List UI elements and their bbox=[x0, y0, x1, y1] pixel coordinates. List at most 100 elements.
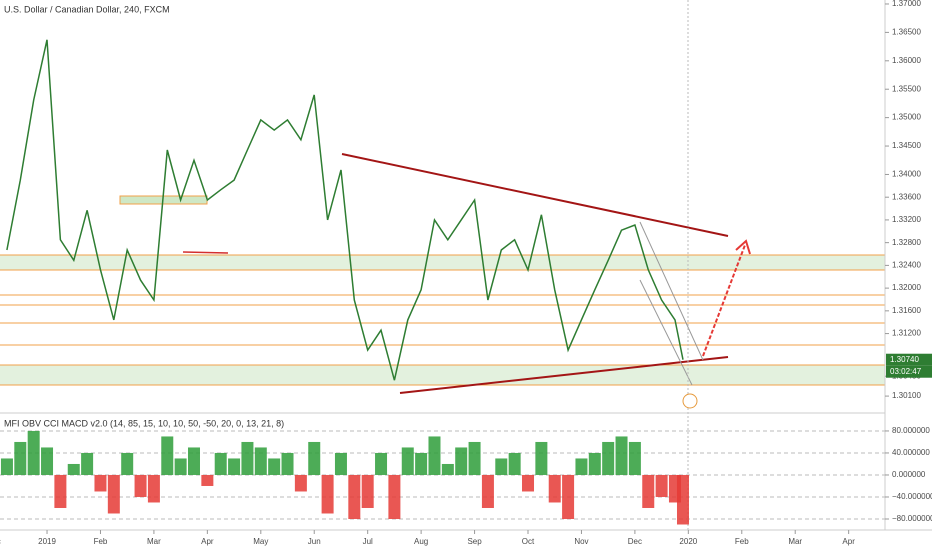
trend-line bbox=[341, 153, 729, 237]
histogram-bar bbox=[214, 452, 227, 475]
x-tick-label: Feb bbox=[94, 537, 108, 546]
x-tick-label: May bbox=[253, 537, 268, 546]
histogram-bar bbox=[388, 474, 401, 519]
histogram-bar bbox=[67, 463, 80, 475]
histogram-bar bbox=[676, 474, 689, 525]
histogram-bar bbox=[428, 436, 441, 475]
y-tick-label: 1.31600 bbox=[892, 306, 921, 315]
levels bbox=[0, 254, 885, 386]
y-tick-label: 1.35000 bbox=[892, 113, 921, 122]
histogram-bar bbox=[348, 474, 361, 519]
histogram-bar bbox=[81, 452, 94, 475]
y-tick-label: 1.30100 bbox=[892, 391, 921, 400]
x-tick-label: Apr bbox=[201, 537, 214, 546]
histogram-bar bbox=[241, 441, 254, 475]
histogram-bar bbox=[481, 474, 494, 508]
histogram-bar bbox=[588, 452, 601, 475]
x-tick-label: Jul bbox=[363, 537, 373, 546]
histogram-bar bbox=[562, 474, 575, 519]
histogram-bar bbox=[187, 447, 200, 475]
y-tick-label: 80.000000 bbox=[892, 426, 930, 435]
x-tick-label: Mar bbox=[147, 537, 161, 546]
x-tick-label: Apr bbox=[842, 537, 855, 546]
histogram-bar bbox=[468, 441, 481, 475]
histogram-bar bbox=[628, 441, 641, 475]
channel-line bbox=[639, 221, 704, 361]
y-tick-label: −80.000000 bbox=[892, 514, 932, 523]
histogram-bar bbox=[0, 458, 13, 475]
histogram-bar bbox=[334, 452, 347, 475]
histogram-bar bbox=[147, 474, 160, 503]
y-tick-label: 40.000000 bbox=[892, 448, 930, 457]
histogram-bar bbox=[281, 452, 294, 475]
x-tick-label: Dec bbox=[628, 537, 642, 546]
histogram-bar bbox=[107, 474, 120, 514]
y-tick-label: 0.000000 bbox=[892, 470, 926, 479]
y-tick-label: 1.36000 bbox=[892, 56, 921, 65]
histogram-bar bbox=[268, 458, 281, 475]
x-tick-label: Feb bbox=[735, 537, 749, 546]
y-tick-label: 1.34000 bbox=[892, 170, 921, 179]
histogram-bar bbox=[508, 452, 521, 475]
x-tick-label: Dec bbox=[0, 537, 1, 546]
x-tick-label: 2020 bbox=[679, 537, 697, 546]
zone bbox=[0, 365, 885, 385]
histogram-bar bbox=[655, 474, 668, 497]
trend-line bbox=[182, 251, 229, 254]
histogram-bar bbox=[41, 447, 54, 475]
countdown-bg bbox=[886, 365, 932, 378]
y-tick-label: 1.32000 bbox=[892, 283, 921, 292]
indicator-title: MFI OBV CCI MACD v2.0 (14, 85, 15, 10, 1… bbox=[4, 418, 284, 428]
histogram-bar bbox=[495, 458, 508, 475]
y-tick-label: 1.32800 bbox=[892, 238, 921, 247]
histogram-bar bbox=[174, 458, 187, 475]
x-tick-label: Mar bbox=[788, 537, 802, 546]
x-tick-label: Oct bbox=[522, 537, 535, 546]
histogram-bar bbox=[134, 474, 147, 497]
x-tick-label: 2019 bbox=[38, 537, 56, 546]
y-tick-label: 1.34500 bbox=[892, 141, 921, 150]
histogram-bar bbox=[642, 474, 655, 508]
histogram-bar bbox=[54, 474, 67, 508]
y-tick-label: 1.33600 bbox=[892, 192, 921, 201]
histogram-bar bbox=[121, 452, 134, 475]
histogram-bar bbox=[201, 474, 214, 486]
histogram-bar bbox=[94, 474, 107, 492]
histogram-bar bbox=[308, 441, 321, 475]
y-tick-label: 1.35500 bbox=[892, 84, 921, 93]
countdown: 03:02:47 bbox=[890, 367, 922, 376]
histogram-bar bbox=[361, 474, 374, 508]
x-tick-label: Nov bbox=[574, 537, 588, 546]
histogram-bar bbox=[161, 436, 174, 475]
zone bbox=[0, 255, 885, 270]
chart-title: U.S. Dollar / Canadian Dollar, 240, FXCM bbox=[4, 4, 170, 14]
x-tick-label: Aug bbox=[414, 537, 428, 546]
histogram-bar bbox=[228, 458, 241, 475]
histogram-bar bbox=[548, 474, 561, 503]
histogram-bar bbox=[294, 474, 307, 492]
histogram-bar bbox=[375, 452, 388, 475]
y-tick-label: 1.31200 bbox=[892, 329, 921, 338]
histogram-bar bbox=[401, 447, 414, 475]
histogram-bar bbox=[14, 441, 27, 475]
x-tick-label: Sep bbox=[467, 537, 482, 546]
arrow-head bbox=[735, 239, 751, 255]
y-tick-label: 1.36500 bbox=[892, 28, 921, 37]
y-tick-label: 1.33200 bbox=[892, 215, 921, 224]
x-tick-label: Jun bbox=[308, 537, 321, 546]
histogram-bar bbox=[535, 441, 548, 475]
drawings bbox=[0, 0, 885, 530]
price-tag: 1.30740 bbox=[890, 355, 919, 364]
histogram-bar bbox=[27, 430, 40, 475]
event-icon bbox=[682, 393, 698, 409]
histogram-bar bbox=[615, 436, 628, 475]
histogram-bar bbox=[415, 452, 428, 475]
channel-line bbox=[639, 279, 693, 386]
price-line bbox=[6, 39, 684, 381]
arrow bbox=[702, 244, 746, 357]
histogram-bar bbox=[602, 441, 615, 475]
trend-line bbox=[399, 356, 729, 394]
histogram-bar bbox=[321, 474, 334, 514]
price-tag-bg bbox=[886, 353, 932, 366]
